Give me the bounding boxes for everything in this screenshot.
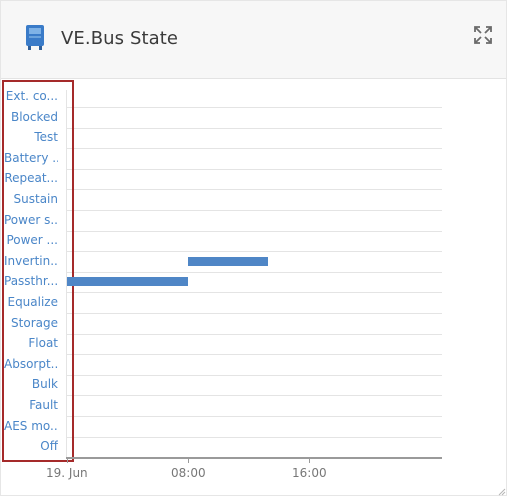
state-label: Passthr... bbox=[4, 274, 58, 288]
state-segment-bar[interactable] bbox=[188, 257, 268, 266]
state-label: Ext. co... bbox=[5, 89, 58, 103]
grid-line bbox=[67, 334, 442, 335]
labels-highlight-box bbox=[2, 80, 74, 462]
state-label: AES mo... bbox=[4, 419, 58, 433]
state-label: Battery ... bbox=[4, 151, 58, 165]
grid-line bbox=[67, 416, 442, 417]
x-tick bbox=[188, 458, 189, 463]
state-label: Equalize bbox=[7, 295, 58, 309]
x-tick-label: 19. Jun bbox=[46, 466, 88, 480]
grid-line bbox=[67, 272, 442, 273]
grid-line bbox=[67, 437, 442, 438]
grid-line bbox=[67, 292, 442, 293]
grid-line bbox=[67, 395, 442, 396]
expand-icon[interactable] bbox=[473, 25, 493, 45]
state-label: Storage bbox=[11, 316, 58, 330]
state-label: Invertin... bbox=[4, 254, 58, 268]
state-label: Sustain bbox=[13, 192, 58, 206]
state-label: Bulk bbox=[31, 377, 58, 391]
inverter-device-icon bbox=[26, 25, 44, 50]
grid-line bbox=[67, 210, 442, 211]
x-tick bbox=[309, 458, 310, 463]
state-segment-bar[interactable] bbox=[67, 277, 188, 286]
grid-line bbox=[67, 231, 442, 232]
state-label: Absorpt... bbox=[4, 357, 58, 371]
widget-header: VE.Bus State bbox=[1, 1, 506, 79]
state-label: Off bbox=[40, 439, 58, 453]
state-label: Blocked bbox=[10, 110, 58, 124]
state-chart[interactable] bbox=[1, 80, 508, 497]
grid-line bbox=[67, 189, 442, 190]
grid-line bbox=[67, 354, 442, 355]
grid-line bbox=[67, 148, 442, 149]
state-label: Fault bbox=[29, 398, 58, 412]
grid-line bbox=[67, 128, 442, 129]
grid-line bbox=[67, 251, 442, 252]
y-axis-line bbox=[66, 90, 67, 458]
resize-handle-icon[interactable] bbox=[496, 486, 506, 496]
x-tick bbox=[67, 458, 68, 463]
widget-title: VE.Bus State bbox=[61, 28, 179, 49]
state-label: Power ... bbox=[6, 233, 58, 247]
x-tick-label: 08:00 bbox=[171, 466, 206, 480]
state-label: Float bbox=[28, 336, 58, 350]
state-label: Power s... bbox=[4, 213, 58, 227]
state-label: Test bbox=[34, 130, 58, 144]
grid-line bbox=[67, 169, 442, 170]
grid-line bbox=[67, 375, 442, 376]
x-tick-label: 16:00 bbox=[292, 466, 327, 480]
state-label: Repeat... bbox=[4, 171, 58, 185]
grid-line bbox=[67, 313, 442, 314]
x-axis-line bbox=[66, 457, 442, 459]
grid-line bbox=[67, 107, 442, 108]
